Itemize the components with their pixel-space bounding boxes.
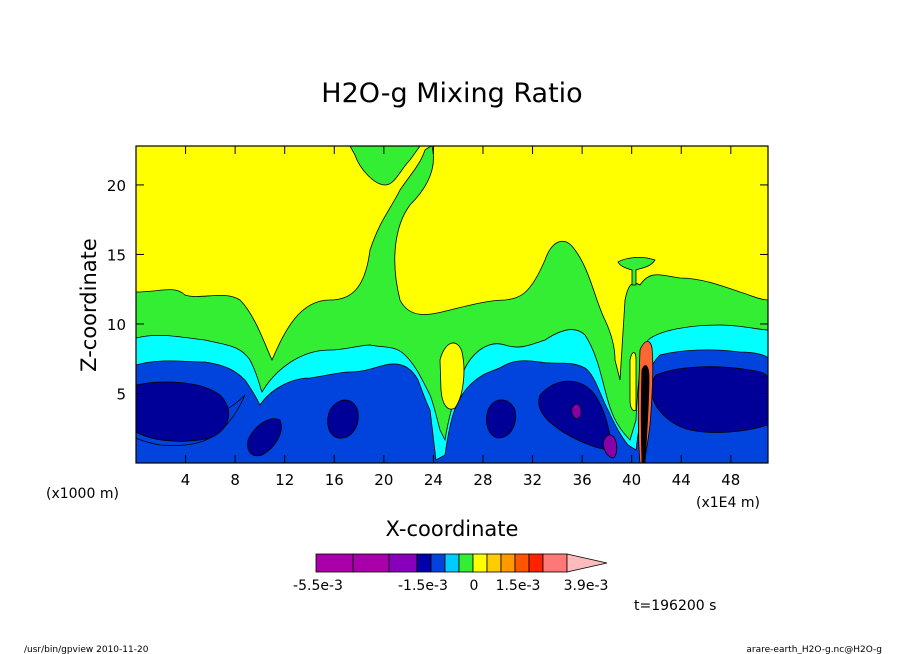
x-tick-label: 12 [275,471,294,489]
y-tick-label: 20 [107,177,126,195]
x-tick-label: 20 [374,471,393,489]
time-label: t=196200 s [634,598,716,614]
x-tick-label: 44 [672,471,691,489]
colorbar-swatch [458,553,474,573]
cell-purple-2 [571,403,582,419]
y-tick-label: 15 [107,246,126,264]
tongue-yellow-2 [629,352,637,412]
footer-right: arare-earth_H2O-g.nc@H2O-g [746,645,882,654]
colorbar-label: 1.5e-3 [496,578,541,594]
x-tick-label: 36 [573,471,592,489]
contour-green-top [349,146,421,186]
colorbar-label: 3.9e-3 [564,578,609,594]
plume-core [640,365,650,463]
colorbar-swatch [315,553,354,573]
x-scale-note: (x1E4 m) [696,495,760,511]
colorbar-label: 0 [470,578,479,594]
plot-area [135,145,769,464]
plot-frame [135,145,769,464]
cell-darkblue-2 [247,418,282,457]
contour-green-plume [617,256,656,286]
cell-darkblue-1 [136,381,230,442]
colorbar-swatch [430,553,446,573]
x-tick-label: 4 [181,471,191,489]
x-tick-label: 48 [721,471,740,489]
x-tick-label: 16 [325,471,344,489]
colorbar-swatch [416,553,432,573]
colorbar-swatch [472,553,488,573]
colorbar-swatch [542,553,568,573]
colorbar-swatch [500,553,516,573]
colorbar-swatch [388,553,418,573]
colorbar: -5.5e-3 -1.5e-3 0 1.5e-3 3.9e-3 [293,553,609,594]
colorbar-swatch [444,553,460,573]
tick-marks [136,146,768,463]
x-tick-label: 28 [473,471,492,489]
x-axis-label: X-coordinate [386,517,519,541]
cell-darkblue-4 [486,399,517,439]
colorbar-label: -5.5e-3 [293,578,343,594]
cell-darkblue-3 [327,399,359,439]
footer-left: /usr/bin/gpview 2010-11-20 [24,645,149,654]
y-tick-label: 10 [107,316,126,334]
chart-title: H2O-g Mixing Ratio [321,78,582,109]
x-unit-note: (x1000 m) [46,486,119,502]
cell-purple-1 [603,434,618,459]
x-tick-label: 8 [230,471,240,489]
x-tick-label: 40 [622,471,641,489]
y-axis-label: Z-coordinate [77,238,101,372]
y-tick-label: 5 [116,385,126,403]
tongue-yellow-1 [439,342,465,410]
colorbar-swatch [352,553,390,573]
x-tick-label: 32 [523,471,542,489]
colorbar-swatch [528,553,544,573]
colorbar-extend-arrow [566,553,608,573]
x-tick-label: 24 [424,471,443,489]
colorbar-swatch [486,553,502,573]
colorbar-swatch [514,553,530,573]
colorbar-label: -1.5e-3 [398,578,448,594]
